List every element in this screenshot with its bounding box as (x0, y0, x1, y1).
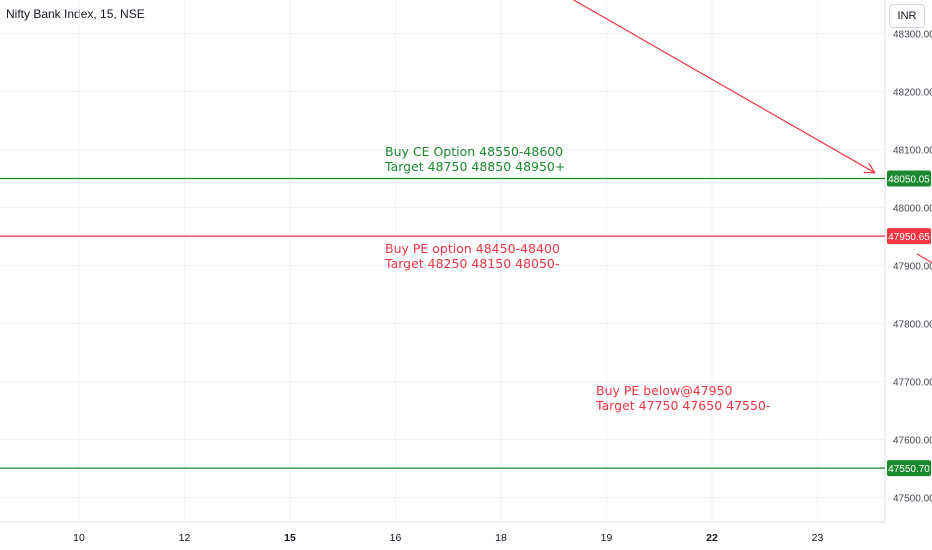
y-tick-label: 47500.00 (893, 494, 932, 505)
price-label: 48050.05 (888, 174, 930, 185)
price-label-box (887, 170, 931, 187)
x-tick-label: 22 (706, 532, 718, 544)
trend-arrow (916, 253, 932, 264)
x-tick-label: 16 (390, 532, 402, 544)
chart-title: Nifty Bank Index, 15, NSE (6, 7, 145, 21)
annotation-text: Buy CE Option 48550-48600 (385, 144, 563, 159)
y-tick-label: 47800.00 (893, 320, 932, 331)
price-label: 47550.70 (888, 464, 930, 475)
annotation-text: Target 47750 47650 47550- (595, 398, 770, 413)
x-tick-label: 10 (73, 532, 85, 544)
y-tick-label: 48200.00 (893, 88, 932, 99)
y-tick-label: 48100.00 (893, 146, 932, 157)
x-tick-label: 19 (601, 532, 613, 544)
annotation-text: Buy PE below@47950 (596, 383, 733, 398)
x-tick-label: 23 (812, 532, 824, 544)
y-tick-label: 47600.00 (893, 436, 932, 447)
currency-button[interactable]: INR (889, 4, 925, 28)
price-label: 47950.65 (888, 232, 930, 243)
y-tick-label: 48300.00 (893, 30, 932, 41)
y-tick-label: 47900.00 (893, 262, 932, 273)
annotation-text: Target 48750 48850 48950+ (384, 159, 565, 174)
y-tick-label: 48000.00 (893, 204, 932, 215)
price-label-box (887, 228, 931, 245)
x-tick-label: 15 (284, 532, 296, 544)
annotation-text: Target 48250 48150 48050- (384, 256, 559, 271)
arrow-head (863, 163, 876, 174)
trend-arrow (572, 0, 876, 174)
x-tick-label: 18 (495, 532, 507, 544)
x-tick-label: 12 (179, 532, 191, 544)
annotation-text: Buy PE option 48450-48400 (385, 241, 560, 256)
price-label-box (887, 460, 931, 477)
y-tick-label: 47700.00 (893, 378, 932, 389)
